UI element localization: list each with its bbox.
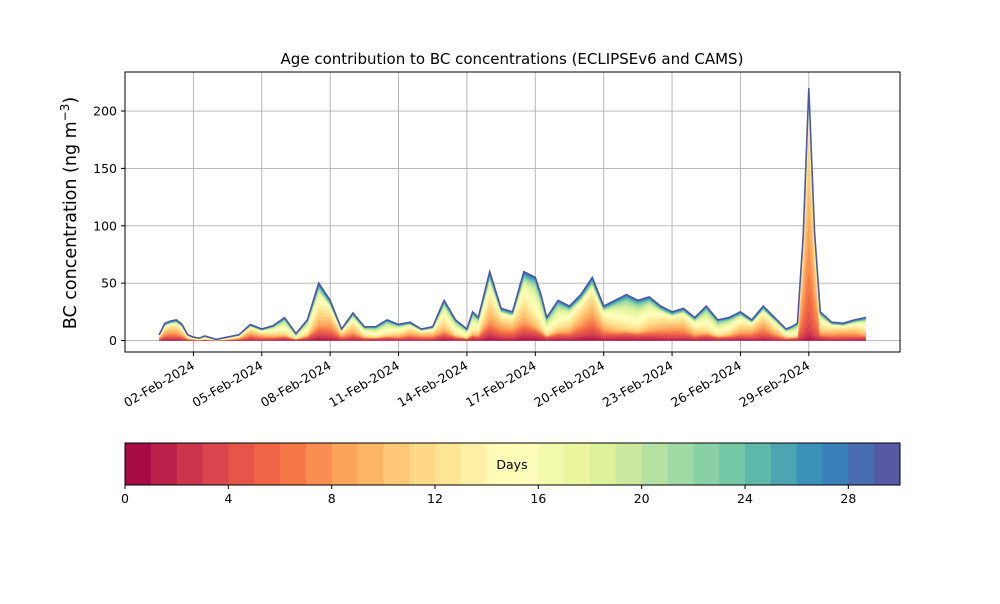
- colorbar-swatch: [486, 443, 513, 485]
- colorbar-swatch: [357, 443, 384, 485]
- y-axis-label: BC concentration (ng m−3): [58, 97, 81, 329]
- colorbar-label: Days: [496, 457, 527, 472]
- y-axis-label-close: ): [61, 97, 81, 104]
- colorbar-tick-label: 8: [328, 491, 336, 506]
- colorbar-swatch: [125, 443, 152, 485]
- plot-frame: [124, 71, 901, 353]
- age-band-area: [158, 88, 867, 340]
- colorbar-swatch: [848, 443, 875, 485]
- colorbar-swatch: [590, 443, 617, 485]
- age-band-area: [158, 88, 867, 340]
- colorbar-swatch: [770, 443, 798, 485]
- age-band-area: [158, 88, 867, 340]
- age-band-area: [158, 88, 867, 340]
- colorbar-tick-label: 28: [840, 491, 856, 506]
- age-band-area: [158, 88, 867, 340]
- colorbar-tick-label: 4: [224, 491, 232, 506]
- colorbar-tick-label: 24: [737, 491, 753, 506]
- colorbar-tick-label: 0: [121, 491, 129, 506]
- x-tick-label: 29-Feb-2024: [737, 358, 813, 410]
- colorbar-swatch: [874, 443, 901, 485]
- age-band-area: [158, 89, 867, 341]
- colorbar-swatch: [745, 443, 772, 485]
- colorbar-tick-label: 20: [634, 491, 650, 506]
- x-tick-label: 11-Feb-2024: [326, 358, 402, 410]
- y-tick-label: 50: [101, 276, 117, 291]
- age-band-area: [158, 107, 867, 341]
- age-band-area: [158, 88, 867, 340]
- x-tick-label: 02-Feb-2024: [121, 358, 197, 410]
- colorbar-swatch: [383, 443, 410, 485]
- colorbar-swatch: [822, 443, 849, 485]
- colorbar-swatch: [460, 443, 488, 485]
- colorbar-swatch: [176, 443, 203, 485]
- age-band-area: [158, 88, 867, 340]
- y-axis-label-main: BC concentration (ng m: [61, 121, 81, 329]
- colorbar-swatch: [693, 443, 720, 485]
- age-band-area: [158, 88, 867, 340]
- colorbar-swatch: [280, 443, 307, 485]
- colorbar-swatch: [719, 443, 746, 485]
- colorbar-swatch: [615, 443, 643, 485]
- age-band-area: [158, 88, 867, 340]
- x-tick-label: 14-Feb-2024: [395, 358, 471, 410]
- colorbar-swatch: [331, 443, 358, 485]
- colorbar-swatch: [512, 443, 539, 485]
- x-tick-label: 17-Feb-2024: [463, 358, 539, 410]
- colorbar-frame: [124, 442, 901, 486]
- colorbar-swatch: [409, 443, 436, 485]
- colorbar-swatch: [564, 443, 591, 485]
- y-tick-label: 200: [93, 104, 117, 119]
- colorbar-tick-label: 12: [427, 491, 443, 506]
- x-tick-label: 26-Feb-2024: [668, 358, 744, 410]
- colorbar-swatch: [305, 443, 333, 485]
- x-tick-label: 05-Feb-2024: [189, 358, 265, 410]
- colorbar-swatch: [667, 443, 694, 485]
- age-band-area: [158, 88, 867, 340]
- age-band-area: [158, 120, 867, 341]
- colorbar-swatch: [150, 443, 178, 485]
- colorbar: 0 4 8 12 16 20 24 28: [121, 442, 901, 506]
- y-tick-label: 0: [109, 333, 117, 348]
- age-band-area: [158, 91, 867, 341]
- colorbar-swatch: [254, 443, 281, 485]
- chart-title: Age contribution to BC concentrations (E…: [281, 50, 744, 68]
- grid-lines: [125, 72, 900, 352]
- age-band-area: [158, 88, 867, 340]
- x-tick-label: 08-Feb-2024: [258, 358, 334, 410]
- age-band-area: [158, 94, 867, 341]
- colorbar-swatch: [202, 443, 229, 485]
- colorbar-swatch: [435, 443, 462, 485]
- colorbar-swatch: [641, 443, 668, 485]
- age-band-area: [158, 88, 867, 340]
- stacked-age-areas: [158, 88, 867, 341]
- x-tick-label: 23-Feb-2024: [600, 358, 676, 410]
- total-series-line: [158, 88, 866, 341]
- y-axis-label-exponent: −3: [58, 104, 72, 122]
- y-tick-label: 150: [93, 161, 117, 176]
- colorbar-swatch: [228, 443, 255, 485]
- colorbar-swatch: [796, 443, 823, 485]
- colorbar-swatch: [538, 443, 565, 485]
- x-tick-label: 20-Feb-2024: [531, 358, 607, 410]
- colorbar-tick-label: 16: [530, 491, 546, 506]
- age-band-area: [158, 99, 867, 341]
- y-tick-label: 100: [93, 218, 117, 233]
- axis-ticks: 0 50 100 150 200 02-Feb-202405-Feb-202408-Feb…: [93, 104, 812, 411]
